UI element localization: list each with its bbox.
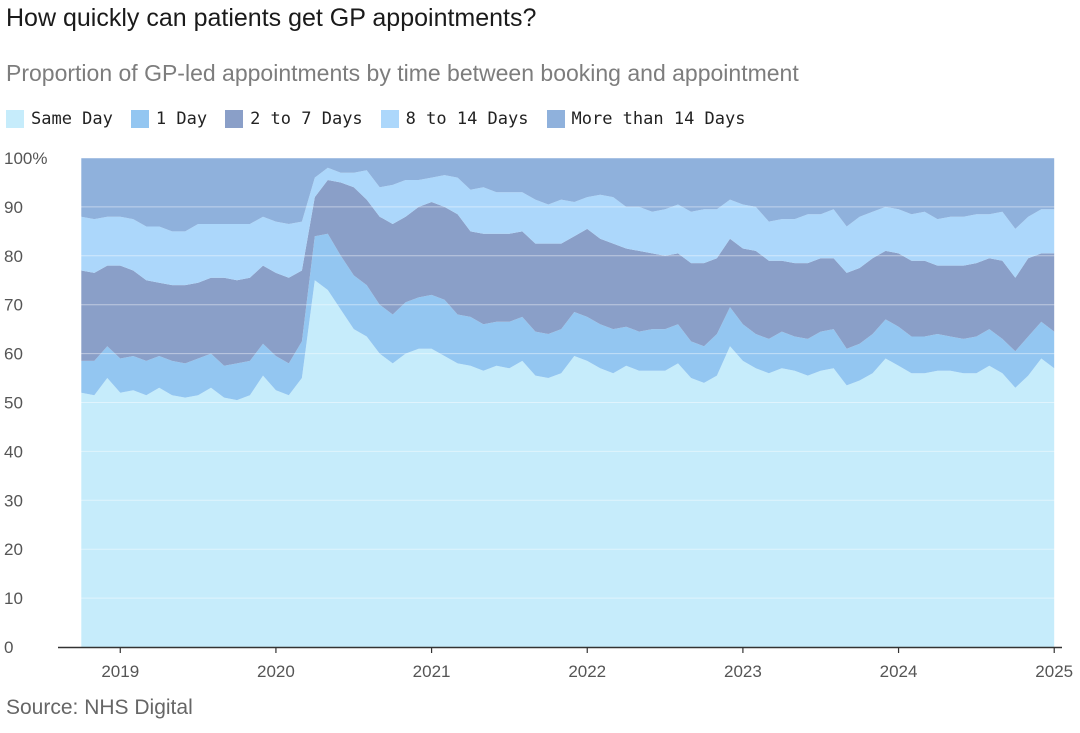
- area-8-to-14-days: [81, 167, 1055, 286]
- legend-swatch-same-day: [6, 110, 24, 128]
- y-tick-label-80: 80: [4, 247, 23, 266]
- legend-swatch-more-than-14-days: [546, 110, 565, 128]
- y-tick-label-100: 100%: [4, 149, 47, 168]
- legend-swatch-8-to-14-days: [380, 110, 399, 128]
- area-more-than-14-days: [81, 158, 1055, 232]
- legend-swatch-1-day: [130, 110, 149, 128]
- y-tick-label-20: 20: [4, 540, 23, 559]
- legend-label-8-to-14-days: 8 to 14 Days: [405, 109, 529, 129]
- y-tick-label-90: 90: [4, 198, 23, 217]
- x-tick-label-2024: 2024: [880, 662, 918, 681]
- x-tick-label-2023: 2023: [724, 662, 762, 681]
- x-tick-label-2022: 2022: [568, 662, 606, 681]
- legend-item-more-than-14-days: More than 14 Days: [546, 109, 746, 129]
- x-tick-label-2021: 2021: [413, 662, 451, 681]
- y-tick-label-50: 50: [4, 394, 23, 413]
- area-1-day: [81, 233, 1055, 401]
- area-same-day: [81, 280, 1055, 647]
- legend-label-1-day: 1 Day: [155, 109, 208, 129]
- legend-label-same-day: Same Day: [31, 109, 113, 129]
- y-tick-label-60: 60: [4, 345, 23, 364]
- x-tick-label-2025: 2025: [1035, 662, 1073, 681]
- x-tick-label-2020: 2020: [257, 662, 295, 681]
- chart-title: How quickly can patients get GP appointm…: [6, 4, 537, 32]
- chart-subtitle: Proportion of GP-led appointments by tim…: [6, 60, 799, 86]
- legend-item-same-day: Same Day: [6, 109, 113, 129]
- legend: Same Day 1 Day 2 to 7 Days 8 to 14 Days …: [6, 106, 764, 132]
- y-tick-label-30: 30: [4, 491, 23, 510]
- stacked-area-chart: 0 10 20 30 40 50 60 70 80 90 100% 2019 2020 2021 2022 2…: [4, 149, 1073, 681]
- legend-swatch-2-to-7-days: [225, 110, 244, 128]
- source-note: Source: NHS Digital: [6, 696, 193, 719]
- y-tick-label-10: 10: [4, 589, 23, 608]
- y-tick-label-70: 70: [4, 296, 23, 315]
- legend-item-1-day: 1 Day: [130, 109, 208, 129]
- area-2-to-7-days: [81, 180, 1055, 366]
- y-tick-label-40: 40: [4, 442, 23, 461]
- legend-label-2-to-7-days: 2 to 7 Days: [250, 109, 363, 129]
- legend-label-more-than-14-days: More than 14 Days: [571, 109, 746, 129]
- legend-item-2-to-7-days: 2 to 7 Days: [225, 109, 363, 129]
- x-tick-label-2019: 2019: [101, 662, 139, 681]
- y-tick-label-0: 0: [4, 638, 13, 657]
- legend-item-8-to-14-days: 8 to 14 Days: [380, 109, 529, 129]
